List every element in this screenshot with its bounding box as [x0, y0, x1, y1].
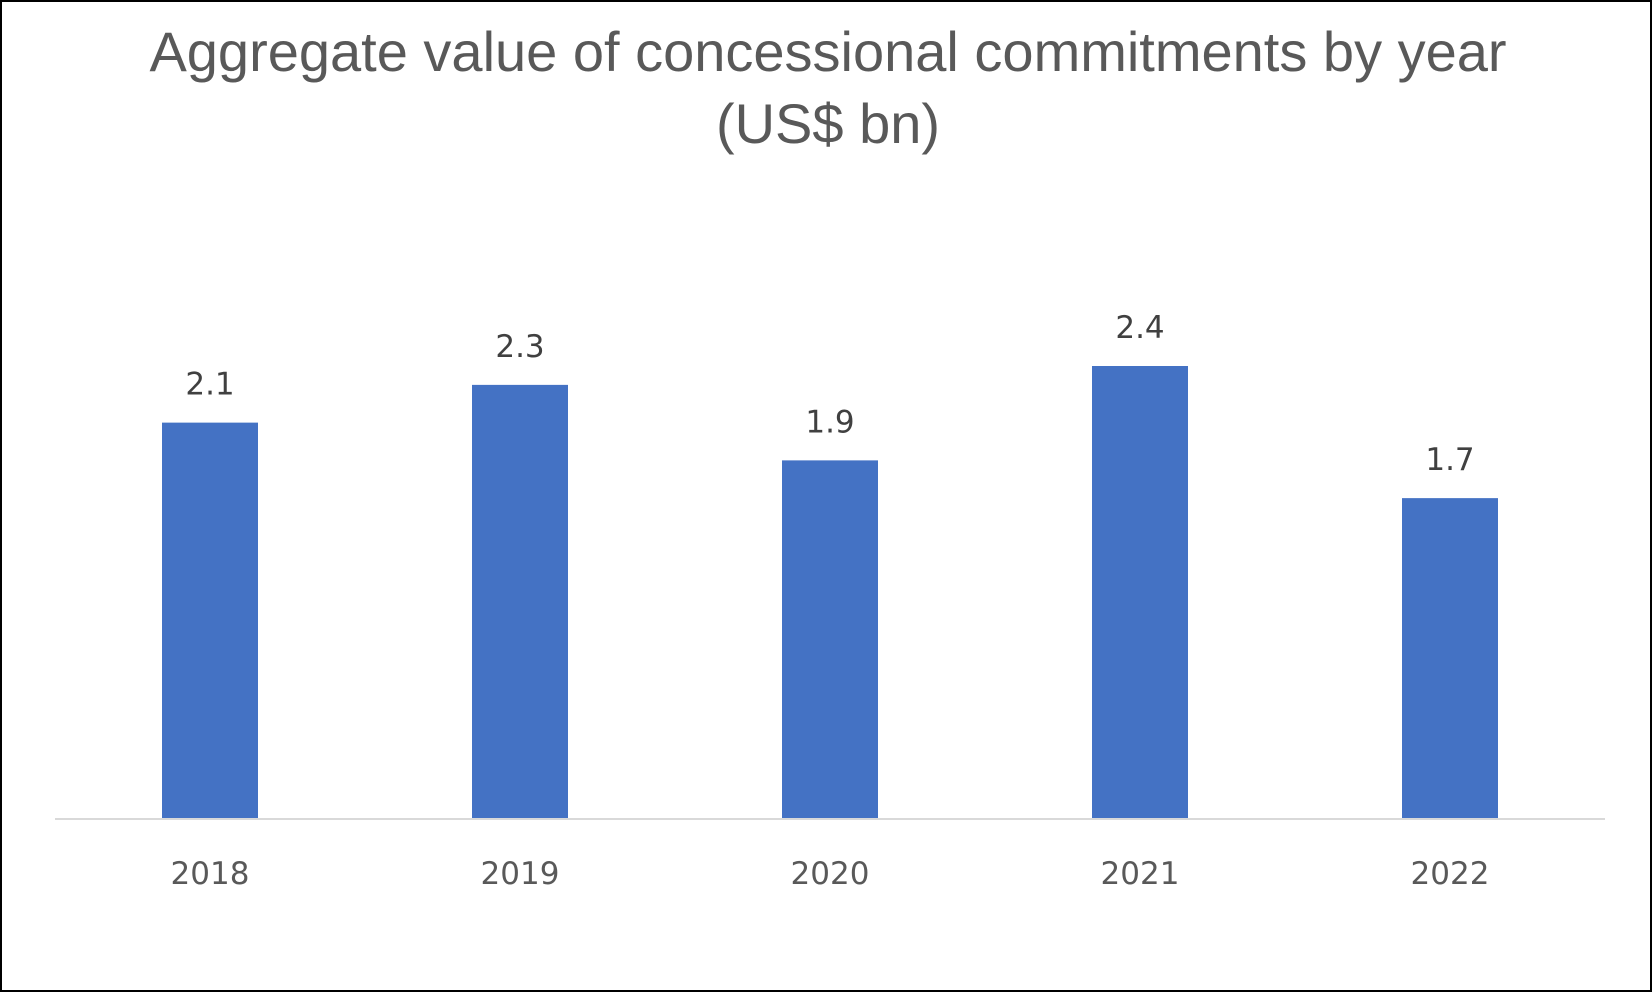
x-tick-label-2020: 2020: [791, 856, 870, 892]
bar-2022: [1402, 498, 1498, 819]
x-tick-label-2019: 2019: [481, 856, 560, 892]
bar-2019: [472, 384, 568, 819]
data-label-2021: 2.4: [1115, 310, 1164, 346]
x-tick-label-2018: 2018: [171, 856, 250, 892]
data-label-2020: 1.9: [805, 404, 854, 440]
x-tick-label-2022: 2022: [1411, 856, 1490, 892]
bar-2021: [1092, 366, 1188, 819]
data-label-2022: 1.7: [1425, 442, 1474, 478]
bar-2020: [782, 460, 878, 819]
chart-title: Aggregate value of concessional commitme…: [149, 20, 1507, 155]
x-axis-tick-labels: 2018 2019 2020 2021 2022: [171, 856, 1490, 892]
bar-2018: [162, 422, 258, 819]
bar-series: [162, 366, 1498, 819]
data-label-2019: 2.3: [495, 329, 544, 365]
data-label-2018: 2.1: [185, 367, 234, 403]
data-labels: 2.1 2.3 1.9 2.4 1.7: [185, 310, 1474, 478]
x-tick-label-2021: 2021: [1101, 856, 1180, 892]
